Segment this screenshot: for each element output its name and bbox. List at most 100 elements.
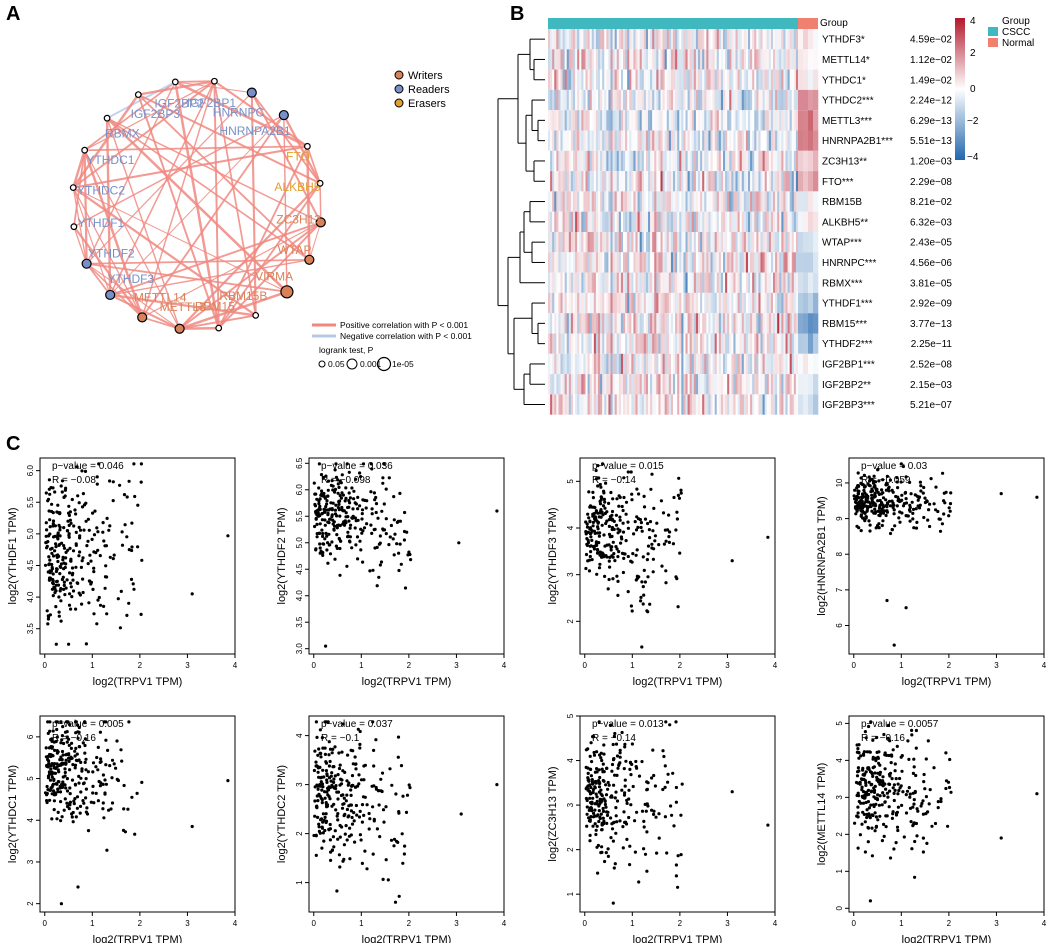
data-point: [892, 508, 896, 512]
data-point: [71, 549, 76, 553]
data-point: [611, 821, 616, 825]
data-point: [315, 794, 319, 798]
data-point: [382, 820, 386, 824]
heatmap-cell: [762, 232, 765, 253]
heatmap-cell: [635, 353, 638, 375]
data-point: [44, 746, 48, 750]
data-point: [866, 840, 870, 844]
heatmap-cell: [731, 29, 734, 50]
data-point: [618, 755, 622, 759]
heatmap-cell: [777, 394, 780, 415]
heatmap-cell: [739, 292, 743, 314]
heatmap-cell: [566, 29, 570, 50]
heatmap-cell: [652, 171, 655, 192]
heatmap-cell-normal: [803, 29, 809, 50]
heatmap-cell: [706, 272, 709, 293]
data-point: [941, 471, 945, 475]
heatmap-cell: [641, 211, 645, 232]
data-point: [54, 605, 58, 609]
heatmap-cell: [698, 191, 701, 212]
heatmap-cell: [795, 49, 799, 70]
heatmap-cell: [693, 191, 697, 212]
heatmap-cell: [602, 374, 605, 395]
data-point: [870, 498, 874, 502]
heatmap-cell: [789, 374, 793, 395]
heatmap-cell: [550, 211, 553, 232]
data-point: [599, 756, 603, 760]
heatmap-cell: [741, 130, 745, 151]
heatmap-cell: [562, 374, 565, 395]
data-point: [639, 595, 643, 600]
data-point: [77, 745, 81, 749]
data-point: [55, 735, 59, 739]
heatmap-cell: [564, 49, 568, 70]
heatmap-cell: [793, 394, 797, 415]
heatmap-cell: [743, 191, 747, 212]
heatmap-cell: [766, 353, 770, 375]
heatmap-cell: [748, 313, 751, 334]
heatmap-cell: [754, 49, 757, 70]
heatmap-cell: [775, 313, 778, 334]
data-point: [313, 785, 317, 789]
heatmap-cell: [741, 252, 745, 273]
heatmap-cell: [664, 292, 668, 314]
data-point: [371, 720, 375, 724]
heatmap-cell: [673, 110, 676, 131]
heatmap-cell: [752, 49, 755, 70]
data-point: [635, 548, 639, 552]
heatmap-cell: [702, 89, 705, 111]
node-zc3h13: [315, 217, 326, 228]
data-point: [623, 778, 627, 782]
heatmap-cell: [748, 191, 751, 212]
heatmap-cell: [758, 252, 761, 273]
heatmap-cell: [739, 69, 743, 90]
heatmap-cell: [706, 110, 709, 131]
heatmap-cell: [573, 333, 576, 354]
heatmap-cell: [554, 292, 557, 314]
heatmap-cell-normal: [798, 69, 804, 90]
data-point: [321, 553, 325, 558]
heatmap-cell: [583, 333, 586, 354]
heatmap-cell: [650, 374, 653, 395]
heatmap-cell: [581, 272, 584, 293]
heatmap-cell: [645, 292, 649, 314]
heatmap-cell: [737, 313, 740, 334]
heatmap-cell: [610, 69, 613, 90]
data-point: [136, 503, 140, 507]
heatmap-cell: [791, 313, 795, 334]
heatmap-cell: [560, 29, 563, 50]
scatter-plot-2: 0 1 2 3 43.03.54.04.55.05.56.06.5log2(TRPV1 …: [276, 457, 507, 688]
heatmap-cell: [612, 150, 615, 172]
data-point: [353, 840, 357, 844]
heatmap-cell: [714, 29, 718, 50]
heatmap-cell: [627, 252, 630, 273]
heatmap-cell: [708, 252, 711, 273]
data-point: [607, 783, 611, 787]
data-point: [120, 543, 125, 547]
heatmap-cell: [560, 191, 563, 212]
data-point: [125, 495, 129, 499]
data-point: [853, 506, 858, 510]
heatmap-cell: [668, 171, 672, 192]
row-label-ythdf1: YTHDF1***: [822, 299, 873, 310]
heatmap-cell: [573, 110, 576, 131]
data-point: [911, 511, 915, 515]
heatmap-cell: [614, 272, 618, 293]
heatmap-cell: [700, 374, 703, 395]
data-point: [337, 523, 341, 527]
data-point: [947, 514, 951, 518]
data-point: [59, 484, 63, 488]
heatmap-cell: [637, 333, 640, 354]
data-point: [624, 500, 629, 504]
data-point: [942, 512, 946, 516]
heatmap-cell: [710, 292, 713, 314]
data-point: [591, 735, 595, 739]
heatmap-cell: [635, 191, 638, 212]
data-point: [892, 791, 896, 796]
heatmap-cell: [727, 211, 730, 232]
data-point: [101, 801, 105, 805]
row-label-rbmx: RBMX***: [822, 278, 863, 289]
heatmap-cell: [602, 29, 605, 50]
heatmap-cell: [583, 313, 586, 334]
